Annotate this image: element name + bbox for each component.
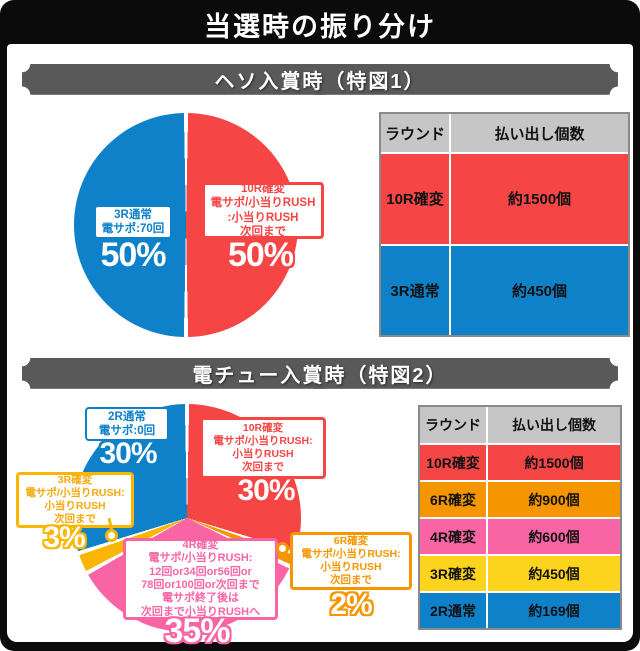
section1-heading: ヘソ入賞時（特図1） bbox=[214, 71, 426, 93]
dentyu-pie-pct-10r-kakuhen: 30% bbox=[237, 474, 295, 507]
heso-pie-label-3r-normal: 3R通常 電サポ:70回 bbox=[94, 205, 172, 239]
table2-row1-payout: 約1500個 bbox=[488, 445, 620, 480]
leader-dot-6r bbox=[276, 542, 289, 555]
table1-row2-round: 3R通常 bbox=[381, 245, 449, 335]
page-title: 当選時の振り分け bbox=[204, 11, 436, 42]
heso-pie-pct-3r-normal: 50% bbox=[100, 236, 166, 274]
table1-row1-round: 10R確変 bbox=[381, 154, 449, 244]
table2-row2-round: 6R確変 bbox=[420, 482, 486, 517]
dentyu-payout-table: ラウンド 払い出し個数 10R確変 約1500個 6R確変 約900個 4R確変… bbox=[418, 405, 622, 630]
dentyu-pie-pct-6r-kakuhen: 2% bbox=[330, 588, 372, 621]
table2-header-payout: 払い出し個数 bbox=[488, 407, 620, 443]
dentyu-pie-pct-2r-normal: 30% bbox=[99, 437, 157, 470]
section2-heading: 電チュー入賞時（特図2） bbox=[192, 365, 448, 387]
heso-pie-label-10r-kakuhen: 10R確変 電サポ/小当りRUSH :小当りRUSH 次回まで bbox=[202, 182, 324, 239]
leader-dot-3r bbox=[105, 529, 118, 542]
table2-row3-payout: 約600個 bbox=[488, 519, 620, 554]
dentyu-pie-pct-4r-kakuhen: 35% bbox=[164, 612, 230, 650]
table2-row1-round: 10R確変 bbox=[420, 445, 486, 480]
dentyu-pie-label-2r-normal: 2R通常 電サポ:0回 bbox=[85, 407, 169, 441]
table1-header-payout: 払い出し個数 bbox=[451, 114, 628, 152]
section1-heading-bar: ヘソ入賞時（特図1） bbox=[22, 64, 618, 95]
table2-row5-round: 2R通常 bbox=[420, 593, 486, 628]
heso-pie-pct-10r-kakuhen: 50% bbox=[227, 236, 294, 274]
table1-header-round: ラウンド bbox=[381, 114, 449, 152]
table2-row5-payout: 約169個 bbox=[488, 593, 620, 628]
heso-payout-table: ラウンド 払い出し個数 10R確変 約1500個 3R通常 約450個 bbox=[379, 112, 630, 337]
dentyu-pie-label-3r-kakuhen: 3R確変 電サポ/小当りRUSH: 小当りRUSH 次回まで bbox=[16, 472, 134, 528]
dentyu-pie-label-4r-kakuhen: 4R確変 電サポ/小当りRUSH: 12回or34回or56回or 78回or1… bbox=[123, 538, 278, 620]
table2-row4-payout: 約450個 bbox=[488, 556, 620, 591]
table2-row4-round: 3R確変 bbox=[420, 556, 486, 591]
table2-header-round: ラウンド bbox=[420, 407, 486, 443]
dentyu-pie-label-10r-kakuhen: 10R確変 電サポ/小当りRUSH: 小当りRUSH 次回まで bbox=[200, 417, 326, 479]
dentyu-pie-pct-3r-kakuhen: 3% bbox=[43, 521, 85, 554]
dentyu-pie-label-6r-kakuhen: 6R確変 電サポ/小当りRUSH: 小当りRUSH 次回まで bbox=[290, 532, 412, 590]
table2-row2-payout: 約900個 bbox=[488, 482, 620, 517]
section2-heading-bar: 電チュー入賞時（特図2） bbox=[22, 358, 618, 389]
table2-row3-round: 4R確変 bbox=[420, 519, 486, 554]
table1-row1-payout: 約1500個 bbox=[451, 154, 628, 244]
table1-row2-payout: 約450個 bbox=[451, 245, 628, 335]
